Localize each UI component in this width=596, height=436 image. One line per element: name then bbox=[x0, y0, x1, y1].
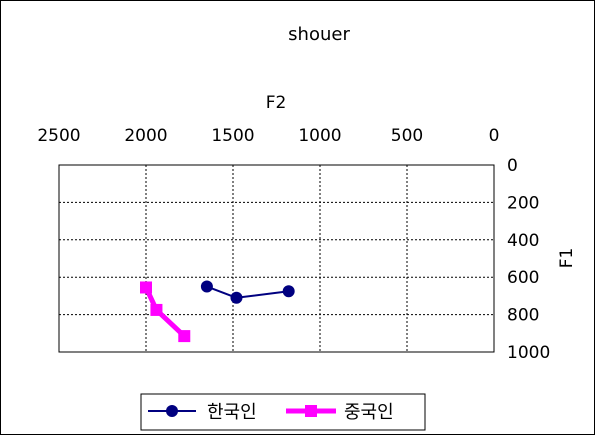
y-tick-label: 200 bbox=[507, 193, 539, 213]
data-point-square bbox=[150, 303, 163, 316]
x-axis-label: F2 bbox=[266, 93, 287, 113]
x-tick-label: 1000 bbox=[298, 126, 341, 146]
y-tick-label: 600 bbox=[507, 268, 539, 288]
series-1 bbox=[200, 280, 295, 304]
y-axis-label: F1 bbox=[557, 248, 577, 269]
legend-items: 한국인 중국인 bbox=[148, 402, 394, 423]
x-tick-label: 1500 bbox=[211, 126, 254, 146]
y-tick-labels: 0 200 400 600 800 1000 bbox=[507, 156, 550, 363]
legend-marker-square bbox=[305, 405, 317, 417]
data-point-square bbox=[140, 281, 152, 294]
series-line bbox=[206, 285, 289, 299]
series-2 bbox=[140, 281, 191, 343]
grid bbox=[59, 165, 494, 352]
series bbox=[140, 280, 295, 343]
x-tick-label: 0 bbox=[489, 126, 500, 146]
plot-area-border bbox=[58, 164, 495, 353]
data-point-circle bbox=[282, 285, 295, 298]
x-tick-label: 2000 bbox=[124, 126, 167, 146]
x-tick-labels: 2500 2000 1500 1000 500 0 bbox=[37, 126, 499, 146]
y-tick-label: 800 bbox=[507, 306, 539, 326]
legend-label: 중국인 bbox=[344, 402, 394, 423]
x-tick-label: 2500 bbox=[37, 126, 80, 146]
legend-label: 한국인 bbox=[207, 402, 257, 423]
data-point-circle bbox=[200, 280, 213, 293]
x-tick-label: 500 bbox=[391, 126, 423, 146]
legend: 한국인 중국인 bbox=[140, 393, 426, 431]
y-tick-label: 1000 bbox=[507, 343, 550, 363]
chart-title: shouer bbox=[288, 24, 350, 45]
legend-marker-circle bbox=[166, 405, 178, 417]
y-tick-label: 400 bbox=[507, 231, 539, 251]
data-point-circle bbox=[230, 291, 243, 304]
y-tick-label: 0 bbox=[507, 156, 518, 176]
data-point-square bbox=[178, 330, 191, 343]
